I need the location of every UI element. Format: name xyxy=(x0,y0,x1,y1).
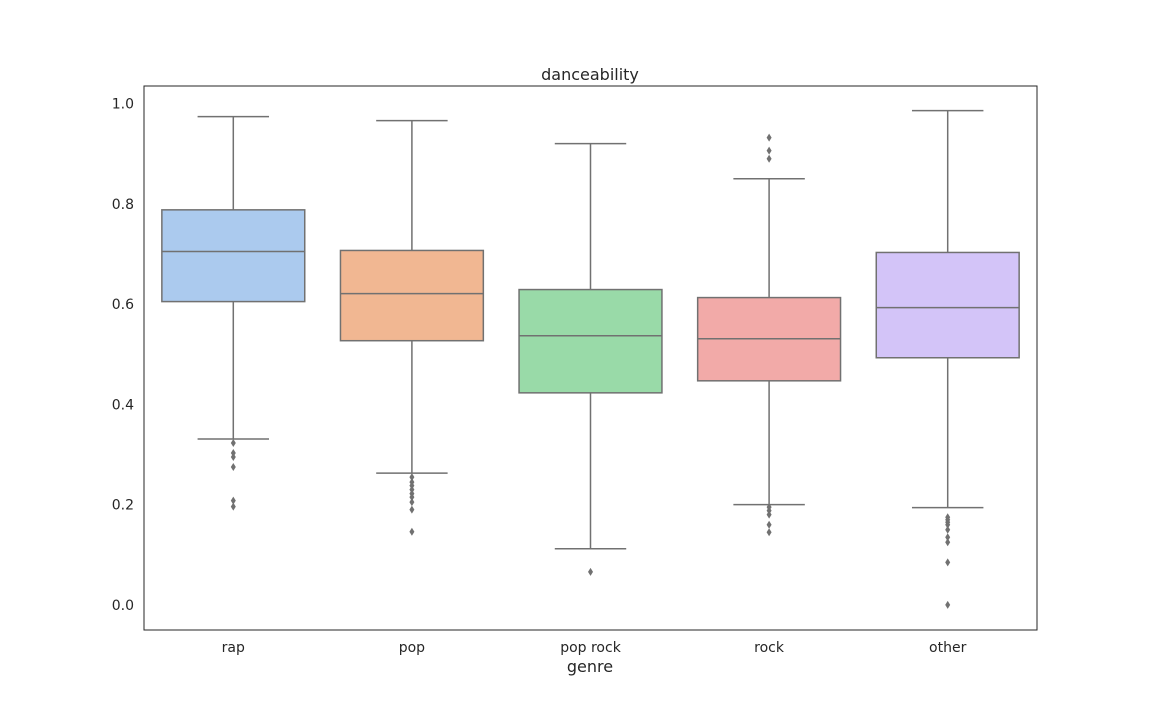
y-tick-label: 0.8 xyxy=(112,197,134,213)
outlier-point xyxy=(409,505,415,514)
outlier-point xyxy=(409,473,415,482)
x-tick-label: rock xyxy=(754,640,785,656)
outlier-point xyxy=(766,528,772,537)
outlier-point xyxy=(409,493,415,502)
outlier-point xyxy=(766,520,772,529)
y-tick-label: 0.0 xyxy=(112,598,134,614)
y-tick-label: 0.4 xyxy=(112,397,134,413)
outlier-point xyxy=(409,498,415,507)
box-pop xyxy=(339,249,485,342)
chart-title: danceability xyxy=(541,65,639,84)
outlier-point xyxy=(230,453,236,462)
outlier-point xyxy=(945,533,951,542)
outlier-point xyxy=(766,146,772,155)
x-axis-label: genre xyxy=(567,657,613,676)
outlier-point xyxy=(766,133,772,142)
x-tick-label: pop rock xyxy=(560,640,622,656)
outlier-point xyxy=(945,600,951,609)
outlier-point xyxy=(766,506,772,515)
y-tick-label: 1.0 xyxy=(112,97,134,113)
box-other xyxy=(875,251,1020,359)
outlier-point xyxy=(409,481,415,490)
outlier-point xyxy=(945,538,951,547)
outlier-point xyxy=(588,567,593,576)
x-tick-label: other xyxy=(929,640,967,656)
outlier-point xyxy=(945,558,951,567)
outlier-point xyxy=(766,154,772,163)
outlier-point xyxy=(230,449,236,458)
y-tick-label: 0.6 xyxy=(112,297,134,313)
outlier-point xyxy=(230,438,236,447)
outlier-point xyxy=(230,496,236,505)
box-rap xyxy=(161,209,306,303)
outlier-point xyxy=(230,463,236,472)
outlier-point xyxy=(945,525,951,534)
outlier-point xyxy=(409,485,415,494)
x-tick-label: pop xyxy=(399,640,425,656)
outlier-point xyxy=(409,527,415,536)
outlier-point xyxy=(945,520,951,529)
outlier-point xyxy=(230,502,236,511)
box-pop-rock xyxy=(518,288,663,394)
plot-frame xyxy=(143,85,1038,631)
y-tick-label: 0.2 xyxy=(112,498,134,514)
x-tick-label: rap xyxy=(222,640,245,656)
outlier-point xyxy=(766,510,772,519)
